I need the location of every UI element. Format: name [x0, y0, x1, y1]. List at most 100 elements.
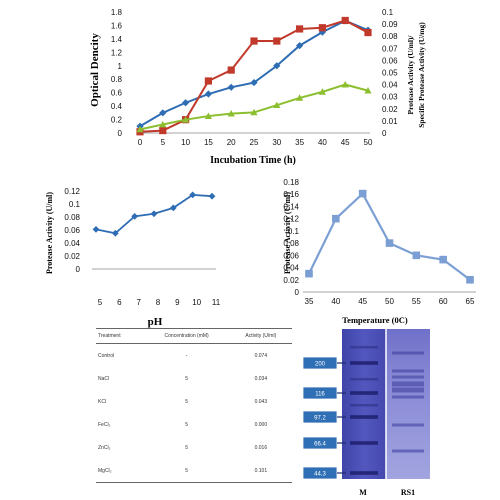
table-cell: FeCl₂: [98, 421, 111, 428]
table-cell: 5: [185, 421, 189, 428]
table-cell: 0.000: [254, 421, 268, 428]
table-row: FeCl₂ 5 0.000: [96, 413, 292, 436]
ph-x-tick-label: 6: [117, 298, 122, 307]
growth-y-tick-label: 0: [118, 129, 123, 138]
table-cell: 5: [143, 459, 230, 483]
gel-marker-band: [350, 391, 378, 395]
growth-point-1: [296, 25, 304, 33]
temperature-x-tick-label: 50: [385, 297, 394, 306]
temperature-x-tick-label: 35: [305, 297, 314, 306]
gel-marker-band: [350, 471, 378, 475]
growth-x-tick-label: 20: [227, 138, 236, 147]
growth-y2-tick-label: 0: [382, 129, 387, 138]
growth-point-0: [227, 83, 235, 91]
growth-y2-tick-label: 0.09: [382, 20, 398, 29]
table-cell: 0.016: [254, 444, 268, 451]
temperature-y-tick-label: 0.08: [283, 239, 299, 248]
temperature-point: [412, 251, 421, 260]
growth-y-tick-label: 0.2: [111, 116, 123, 125]
gel-marker-band-faint: [350, 404, 378, 407]
growth-x-tick-label: 5: [161, 138, 166, 147]
growth-point-2: [296, 94, 304, 101]
growth-y-tick-label: 1.2: [111, 48, 123, 57]
temperature-point: [439, 255, 447, 264]
gel-sample-band: [392, 375, 424, 379]
growth-y2-tick-label: 0.05: [382, 69, 398, 78]
temperature-y-tick-label: 0.12: [283, 215, 299, 224]
growth-point-2: [159, 120, 167, 128]
temperature-plot-area: 35 40 45 50 55 60 65 0 0.02 0.04 0.06 0.08 0.1 0.12 0.…: [283, 178, 476, 306]
ph-x-tick-label: 10: [192, 298, 201, 307]
table-row: KCl 5 0.043: [96, 390, 292, 413]
table-header-cell: Activity (U/ml): [229, 328, 292, 344]
growth-x-tick-label: 15: [204, 138, 213, 147]
treatment-table-container: Treatment Concentration (mM) Activity (U…: [96, 328, 292, 494]
table-row: MgCl₂ 5 0.101: [96, 459, 292, 483]
table-cell: 0.074: [254, 352, 268, 359]
temperature-chart: Protease Activity (U/ml) Temperature (0C…: [283, 178, 476, 325]
growth-point-2: [136, 125, 144, 133]
temperature-y-tick-label: 0.04: [283, 264, 299, 273]
growth-point-2: [341, 81, 349, 88]
table-cell: 0.043: [254, 398, 268, 405]
growth-plot-area: 0 5 10 15 20 25 30 35 40 45 50 0 0.2 0.4 0.6 0.8 1 1.2 1.4…: [111, 8, 398, 147]
growth-y2-tick-label: 0.03: [382, 93, 398, 102]
gel-lane-label-rs1: RS1: [401, 488, 415, 497]
growth-point-0: [273, 62, 281, 70]
ph-y-tick-label: 0.1: [69, 200, 81, 209]
growth-x-tick-label: 30: [272, 138, 281, 147]
growth-x-tick-label: 45: [341, 138, 350, 147]
ph-point: [92, 225, 100, 233]
gel-sample-band: [392, 369, 424, 373]
growth-y2-tick-label: 0.1: [382, 8, 394, 17]
temperature-point: [466, 275, 474, 284]
ph-y-tick-label: 0.08: [64, 213, 80, 222]
gel-marker-band: [350, 361, 378, 365]
temperature-ylabel: Protease Activity (U/ml): [283, 192, 292, 274]
temperature-y-tick-label: 0: [295, 288, 300, 297]
temperature-xlabel: Temperature (0C): [342, 315, 408, 325]
gel-sample-band: [392, 351, 424, 355]
gel-marker-label: 200: [315, 362, 326, 368]
growth-point-2: [273, 101, 281, 109]
table-cell: Control: [98, 352, 115, 359]
growth-y-tick-label: 0.8: [111, 75, 123, 84]
growth-y-tick-label: 1.8: [111, 8, 123, 17]
table-cell: KCl: [98, 398, 107, 405]
temperature-y-tick-label: 0.14: [283, 202, 299, 211]
ph-x-tick-label: 11: [212, 298, 221, 307]
growth-point-0: [159, 109, 167, 117]
gel-bands: [350, 346, 424, 475]
gel-marker-label: 66.4: [314, 442, 326, 448]
ph-ylabel: Protease Activity (U/ml): [45, 192, 54, 274]
gel-marker-label: 44.3: [314, 472, 326, 478]
growth-x-tick-label: 10: [181, 138, 190, 147]
ph-y-tick-label: 0.06: [64, 226, 80, 235]
growth-point-0: [318, 28, 326, 36]
growth-y-tick-label: 0.4: [111, 102, 123, 111]
ph-xlabel: pH: [148, 316, 163, 328]
growth-chart: Optical Dencity Protease Activity (U/ml)…: [89, 8, 426, 166]
growth-y2-tick-label: 0.08: [382, 32, 398, 41]
temperature-x-tick-label: 60: [439, 297, 448, 306]
temperature-x-tick-label: 65: [466, 297, 475, 306]
growth-xlabel: Incubation Time (h): [210, 155, 296, 166]
growth-point-1: [318, 24, 326, 32]
temperature-y-tick-label: 0.18: [283, 178, 299, 187]
growth-y2-tick-label: 0.01: [382, 117, 398, 126]
gel-sample-band: [392, 423, 424, 427]
ph-x-tick-label: 8: [156, 298, 161, 307]
growth-y2-tick-label: 0.02: [382, 105, 398, 114]
growth-point-2: [227, 110, 235, 117]
ph-y-tick-label: 0.04: [64, 239, 80, 248]
ph-y-tick-label: 0.12: [64, 187, 80, 196]
temperature-x-tick-label: 45: [358, 297, 367, 306]
ph-point: [150, 210, 158, 218]
gel-marker-label: 97.2: [314, 416, 326, 422]
growth-point-2: [182, 116, 190, 123]
temperature-point: [385, 239, 394, 247]
table-cell: 5: [185, 444, 189, 451]
temperature-y-tick-label: 0.1: [288, 227, 300, 236]
growth-y2-tick-label: 0.04: [382, 81, 398, 90]
table-header-row: Treatment Concentration (mM) Activity (U…: [96, 328, 292, 344]
